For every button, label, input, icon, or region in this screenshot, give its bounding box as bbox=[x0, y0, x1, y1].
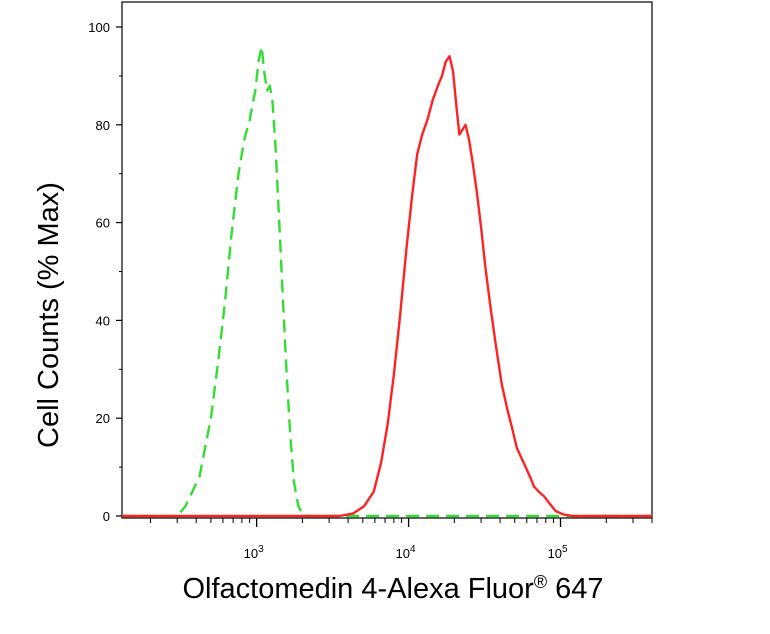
y-axis-label: Cell Counts (% Max) bbox=[33, 182, 65, 448]
y-tick-label: 60 bbox=[96, 216, 110, 231]
y-tick-label: 100 bbox=[88, 20, 110, 35]
y-axis-ticks: 0 20 40 60 80 100 bbox=[88, 20, 122, 524]
x-axis-label-main: Olfactomedin 4-Alexa Fluor bbox=[182, 573, 534, 605]
series-line-1 bbox=[122, 45, 652, 518]
series-layer bbox=[122, 45, 652, 518]
y-tick-label: 0 bbox=[103, 509, 110, 524]
x-tick-label: 103 bbox=[244, 544, 264, 561]
y-tick-label: 40 bbox=[96, 313, 110, 328]
x-tick-label: 104 bbox=[396, 544, 416, 561]
plot-frame bbox=[121, 1, 653, 519]
x-axis-label: Olfactomedin 4-Alexa Fluor® 647 bbox=[182, 572, 603, 605]
x-axis-label-suffix: 647 bbox=[547, 573, 603, 605]
x-tick-label: 105 bbox=[548, 544, 568, 561]
y-tick-label: 20 bbox=[96, 411, 110, 426]
series-line-2 bbox=[122, 55, 652, 518]
x-axis-label-superscript: ® bbox=[534, 572, 547, 592]
x-axis-ticks: 103 104 105 bbox=[149, 518, 653, 561]
y-tick-label: 80 bbox=[96, 118, 110, 133]
